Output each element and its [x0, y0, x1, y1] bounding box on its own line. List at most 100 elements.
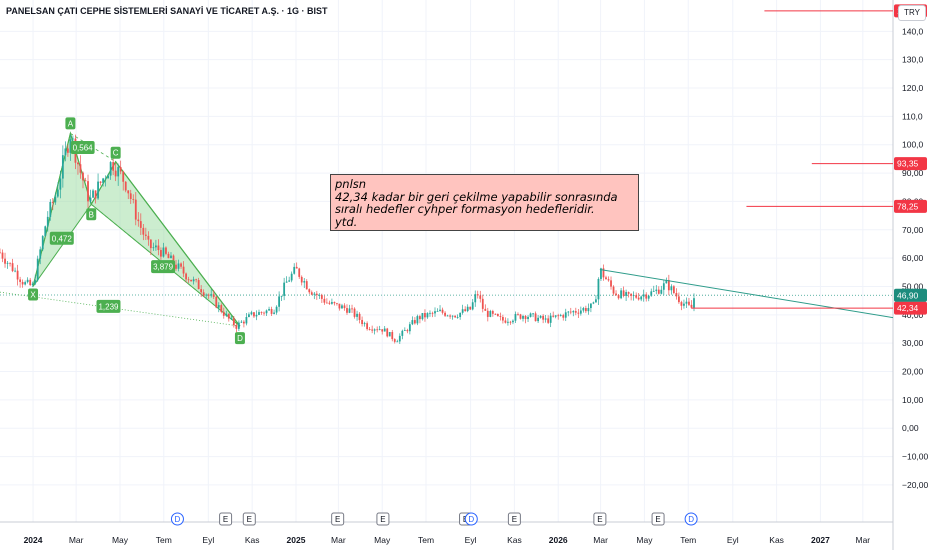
x-tick-label: May	[636, 535, 653, 545]
earnings-event-icon	[219, 512, 233, 526]
candle-body	[361, 319, 363, 325]
target-label-bg	[894, 301, 927, 315]
event-label: E	[380, 515, 385, 524]
candle-body	[341, 305, 343, 309]
candle-body	[562, 315, 565, 318]
currency-button[interactable]: TRY	[898, 5, 926, 21]
candle-body	[82, 172, 84, 181]
candle-body	[501, 317, 504, 321]
candle-body	[615, 293, 617, 296]
candle-body	[408, 324, 411, 332]
target-label: 78,25	[897, 201, 919, 211]
candle-body	[162, 247, 165, 257]
y-tick-label: 40,00	[902, 310, 924, 320]
candle-body	[406, 330, 409, 332]
candle-body	[36, 258, 39, 281]
candle-body	[119, 167, 122, 172]
earnings-event-icon	[507, 512, 521, 526]
candle-body	[393, 339, 396, 342]
candle-body	[248, 314, 250, 318]
candle-body	[210, 294, 213, 296]
target-label: 93,35	[897, 159, 919, 169]
x-tick-label: Mar	[331, 535, 346, 545]
x-tick-label: Mar	[856, 535, 871, 545]
candle-body	[283, 282, 286, 296]
candle-body	[167, 253, 170, 259]
candle-body	[539, 315, 542, 318]
candle-body	[195, 279, 198, 281]
candle-body	[519, 314, 522, 319]
event-label: E	[597, 515, 602, 524]
candle-body	[481, 298, 484, 309]
candle-body	[165, 247, 167, 254]
candle-body	[190, 279, 193, 282]
candle-body	[270, 309, 273, 314]
candle-body	[170, 255, 172, 259]
candle-body	[69, 139, 72, 153]
candle-body	[655, 289, 658, 291]
candle-body	[320, 295, 323, 299]
y-tick-label: −10,00	[902, 452, 929, 462]
candle-body	[554, 315, 557, 317]
candle-body	[318, 295, 321, 296]
candle-body	[202, 292, 205, 296]
candle-body	[232, 318, 235, 326]
annotation-note[interactable]: pnlsn 42,34 kadar bir geri çekilme yapab…	[330, 174, 639, 231]
candle-body	[172, 255, 175, 265]
candle-body	[1, 252, 4, 259]
candle-body	[353, 308, 356, 317]
pattern-point-label: D	[237, 334, 243, 343]
candle-body	[660, 289, 663, 294]
candle-body	[255, 314, 258, 317]
candle-body	[253, 312, 255, 317]
candle-body	[351, 308, 353, 310]
candle-body	[112, 162, 115, 171]
x-tick-label: Tem	[418, 535, 434, 545]
ratio-label: 0,472	[52, 234, 73, 243]
candle-body	[157, 245, 160, 251]
candle-body	[499, 316, 502, 318]
last-price-label-bg	[894, 288, 927, 302]
candle-body	[474, 294, 477, 303]
candle-body	[117, 167, 120, 177]
candle-body	[693, 298, 695, 308]
candle-body	[532, 313, 534, 315]
candle-body	[683, 303, 685, 306]
candle-body	[368, 329, 371, 330]
candle-body	[263, 312, 265, 314]
candle-body	[512, 320, 514, 323]
y-tick-label: 100,0	[902, 140, 924, 150]
candle-body	[102, 178, 104, 183]
candle-body	[300, 276, 303, 283]
ratio-label-bg	[151, 260, 176, 274]
candle-body	[154, 245, 157, 248]
candle-body	[346, 308, 348, 313]
candle-body	[273, 312, 275, 314]
y-tick-label: 130,0	[902, 55, 924, 65]
candle-body	[650, 291, 653, 296]
y-tick-label: 20,00	[902, 367, 924, 377]
candle-body	[522, 315, 524, 319]
candle-body	[597, 278, 600, 300]
candle-body	[456, 317, 459, 318]
candle-body	[635, 295, 638, 298]
candle-body	[175, 264, 177, 269]
candle-body	[572, 311, 575, 313]
candle-body	[403, 330, 406, 331]
candle-body	[39, 249, 42, 259]
candle-body	[537, 317, 539, 322]
candle-body	[471, 302, 474, 310]
candle-body	[139, 221, 142, 228]
candle-body	[34, 280, 37, 284]
candle-body	[147, 235, 150, 240]
candle-body	[29, 279, 32, 286]
ratio-label-bg	[49, 231, 74, 245]
candle-body	[250, 312, 253, 315]
candle-body	[41, 236, 44, 250]
candle-body	[142, 227, 145, 235]
candle-body	[429, 312, 431, 314]
candle-body	[77, 162, 79, 165]
annotation-line: pnlsn	[335, 177, 367, 191]
